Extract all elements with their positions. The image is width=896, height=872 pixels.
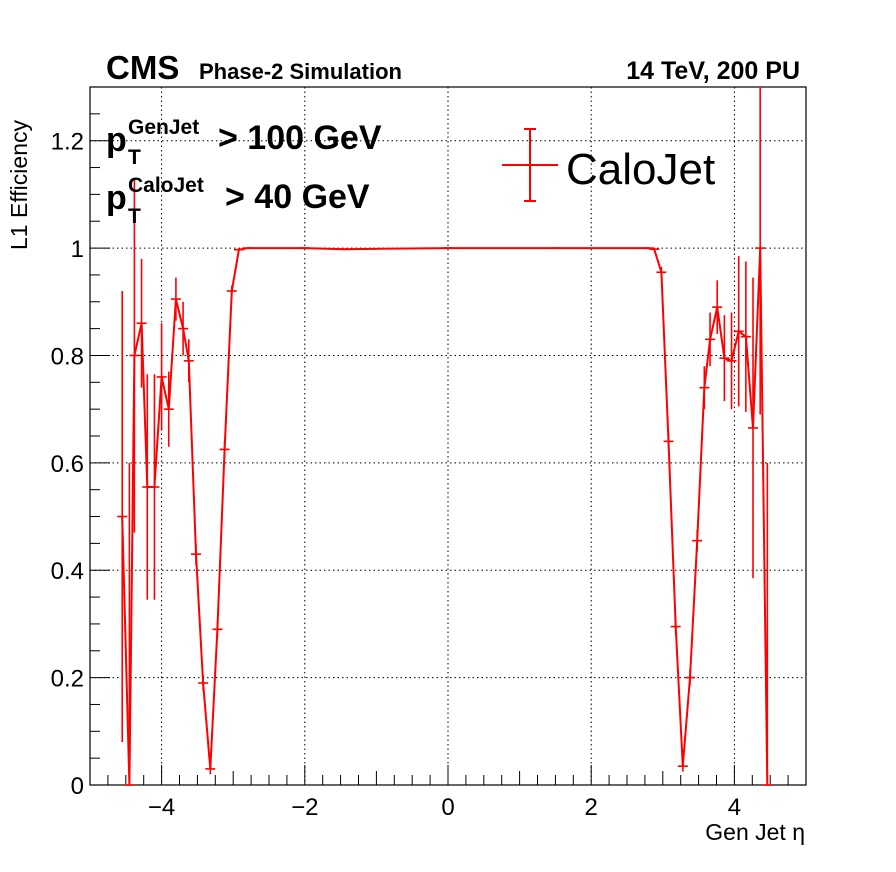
x-axis-title: Gen Jet η (705, 819, 805, 845)
y-tick-label: 0 (71, 773, 84, 800)
plot-frame (89, 86, 807, 786)
grid-lines (90, 87, 806, 785)
experiment-label: CMS (106, 49, 179, 86)
axis-ticks (89, 86, 807, 786)
cut1-base: p (106, 121, 127, 159)
x-tick-label: −2 (291, 794, 318, 821)
cut2-superscript: CaloJet (128, 174, 204, 197)
x-tick-label: 0 (441, 794, 454, 821)
y-tick-label: 0.8 (51, 343, 84, 370)
y-tick-label: 0.2 (51, 666, 84, 693)
tick-labels: −4 −2 0 2 4 0 0.2 0.4 0.6 0.8 1 1.2 (51, 129, 741, 821)
cut1-superscript: GenJet (128, 116, 199, 139)
cut2-threshold: > 40 GeV (225, 178, 370, 216)
legend: CaloJet (502, 128, 715, 202)
x-tick-label: 4 (728, 794, 741, 821)
calojet-cut-label: p CaloJet T > 40 GeV (106, 174, 370, 228)
y-axis-title: L1 Efficiency (6, 120, 32, 250)
y-tick-label: 0.4 (51, 558, 84, 585)
cut2-base: p (106, 179, 127, 217)
series-line (121, 247, 769, 786)
x-tick-label: −4 (148, 794, 175, 821)
series-calojet (117, 87, 773, 786)
conditions-label: 14 TeV, 200 PU (626, 57, 800, 85)
genjet-cut-label: p GenJet T > 100 GeV (106, 116, 382, 169)
x-tick-label: 2 (585, 794, 598, 821)
cut1-threshold: > 100 GeV (218, 119, 382, 157)
y-tick-label: 1.2 (51, 129, 84, 156)
y-tick-label: 0.6 (51, 451, 84, 478)
simulation-label: Phase-2 Simulation (199, 59, 402, 84)
cut2-subscript: T (128, 205, 141, 228)
legend-entry-calojet: CaloJet (566, 145, 715, 194)
cut1-subscript: T (128, 146, 141, 169)
y-tick-label: 1 (71, 236, 84, 263)
